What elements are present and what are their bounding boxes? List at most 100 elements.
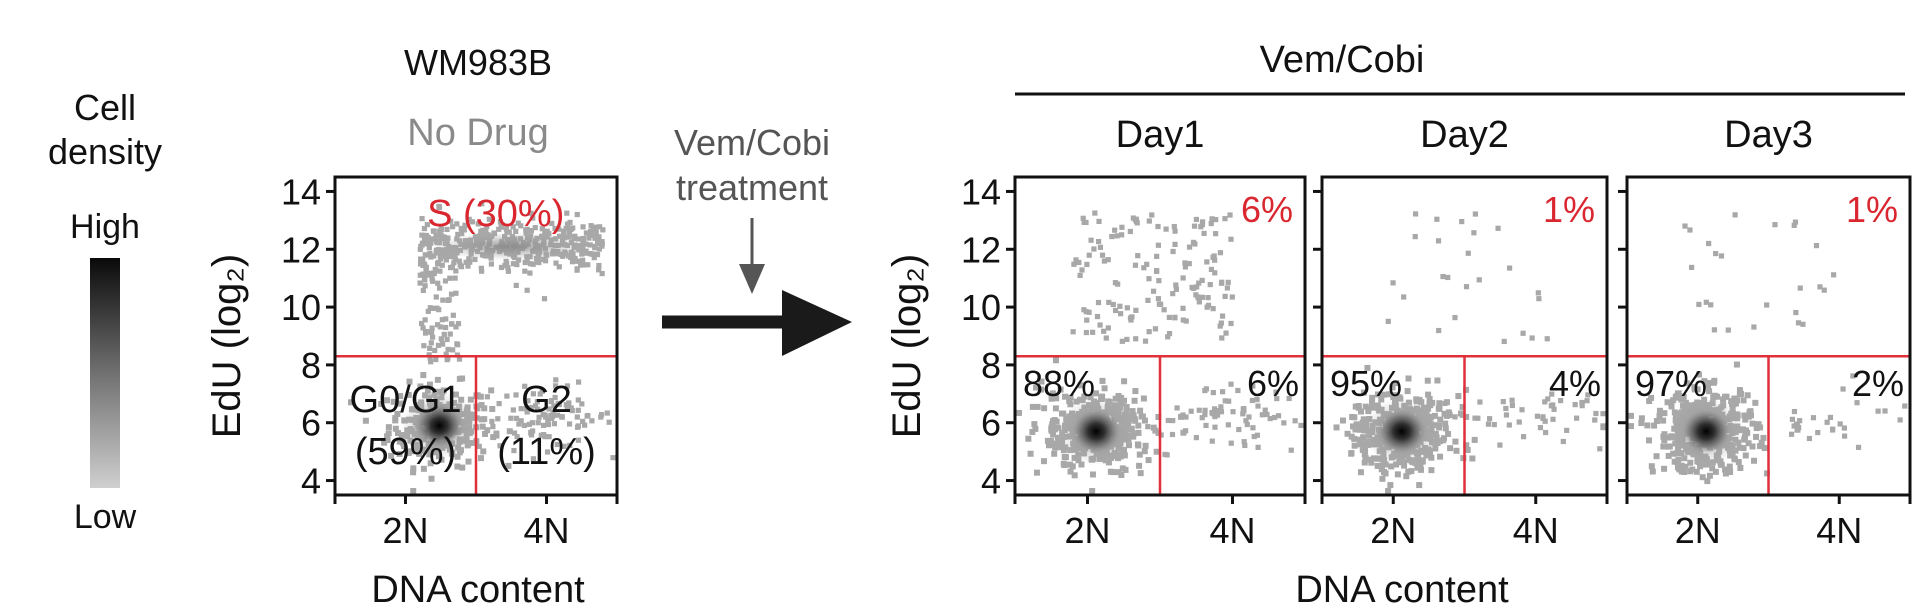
data-point: [575, 258, 581, 264]
data-point: [1442, 425, 1449, 432]
data-point: [539, 388, 545, 394]
data-point: [1146, 329, 1152, 335]
data-point: [1382, 470, 1389, 477]
data-point: [1742, 452, 1749, 459]
data-point: [1219, 313, 1226, 319]
data-point: [1544, 336, 1550, 342]
data-point: [1161, 307, 1167, 313]
data-point: [593, 229, 599, 235]
data-point: [564, 405, 570, 411]
data-point: [504, 229, 510, 235]
data-point: [423, 252, 429, 258]
data-point: [1274, 396, 1280, 402]
data-point: [1509, 402, 1515, 409]
data-point: [435, 260, 441, 266]
data-point: [1153, 268, 1160, 274]
data-point: [1193, 435, 1199, 441]
data-point: [575, 407, 581, 413]
data-point: [1230, 409, 1236, 415]
data-point: [1529, 335, 1535, 341]
quadrant-label-g0-g1: 88%: [1023, 363, 1095, 404]
data-point: [1281, 420, 1287, 426]
data-point: [1114, 233, 1120, 239]
data-point: [390, 398, 397, 405]
data-point: [527, 261, 534, 267]
data-point: [596, 267, 602, 273]
data-point: [1170, 248, 1176, 255]
data-point: [1286, 395, 1292, 402]
data-point: [469, 219, 476, 225]
data-point: [1149, 212, 1155, 218]
x-tick-label: 4N: [523, 510, 569, 551]
data-point: [458, 264, 465, 270]
data-point: [1351, 435, 1358, 442]
data-point: [1445, 430, 1452, 437]
data-point: [410, 488, 417, 494]
data-point: [1401, 462, 1408, 469]
data-point: [1388, 463, 1395, 470]
data-point: [430, 228, 437, 234]
data-point: [1060, 460, 1067, 467]
data-point: [1646, 437, 1653, 444]
quadrant-label-g0-g1: 95%: [1330, 363, 1402, 404]
data-point: [1357, 469, 1364, 476]
data-point: [1464, 446, 1471, 453]
data-point: [1463, 284, 1470, 290]
data-point: [1360, 416, 1367, 423]
data-point: [424, 241, 431, 247]
data-point: [580, 238, 586, 244]
data-point: [1442, 411, 1448, 417]
data-point: [1267, 415, 1273, 422]
data-point: [1173, 282, 1179, 288]
data-point: [1459, 412, 1465, 418]
data-point: [1127, 413, 1134, 420]
data-point: [1213, 217, 1219, 223]
data-point: [445, 346, 451, 353]
data-point: [495, 416, 501, 422]
data-point: [1255, 444, 1261, 450]
data-point: [452, 256, 459, 263]
data-point: [1360, 434, 1367, 441]
data-point: [1351, 414, 1358, 421]
data-point: [1088, 237, 1094, 243]
data-point: [1597, 446, 1603, 452]
data-point: [1101, 328, 1107, 334]
data-point: [1678, 462, 1685, 469]
data-point: [1121, 452, 1128, 459]
data-point: [450, 312, 456, 318]
data-point: [479, 201, 485, 207]
data-point: [1166, 330, 1173, 337]
data-point: [1192, 241, 1198, 247]
data-point: [1193, 292, 1199, 298]
data-point: [1089, 471, 1096, 478]
data-point: [510, 407, 516, 413]
x-axis-label-right: DNA content: [1295, 569, 1509, 611]
data-point: [1436, 400, 1443, 407]
data-point: [567, 442, 573, 448]
data-point: [397, 400, 404, 407]
data-point: [1426, 395, 1433, 402]
data-point: [534, 399, 540, 405]
data-point: [522, 268, 528, 274]
data-point: [1051, 392, 1058, 399]
data-point: [1378, 463, 1385, 470]
data-point: [553, 377, 559, 383]
data-point: [1357, 423, 1364, 430]
data-point: [481, 405, 488, 412]
data-point: [598, 412, 605, 418]
data-point: [586, 235, 592, 241]
treatment-label-line2: treatment: [676, 167, 828, 208]
data-point: [1049, 421, 1056, 428]
data-point: [437, 324, 443, 330]
data-point: [1254, 432, 1260, 438]
data-point: [1225, 279, 1231, 285]
data-point: [541, 432, 547, 438]
data-point: [1205, 295, 1211, 301]
data-point: [1794, 421, 1801, 428]
x-tick-label: 2N: [382, 510, 428, 551]
data-point: [1465, 250, 1471, 256]
data-point: [1099, 252, 1106, 258]
data-point: [1760, 434, 1767, 441]
data-point: [595, 238, 601, 244]
data-point: [1048, 395, 1055, 402]
